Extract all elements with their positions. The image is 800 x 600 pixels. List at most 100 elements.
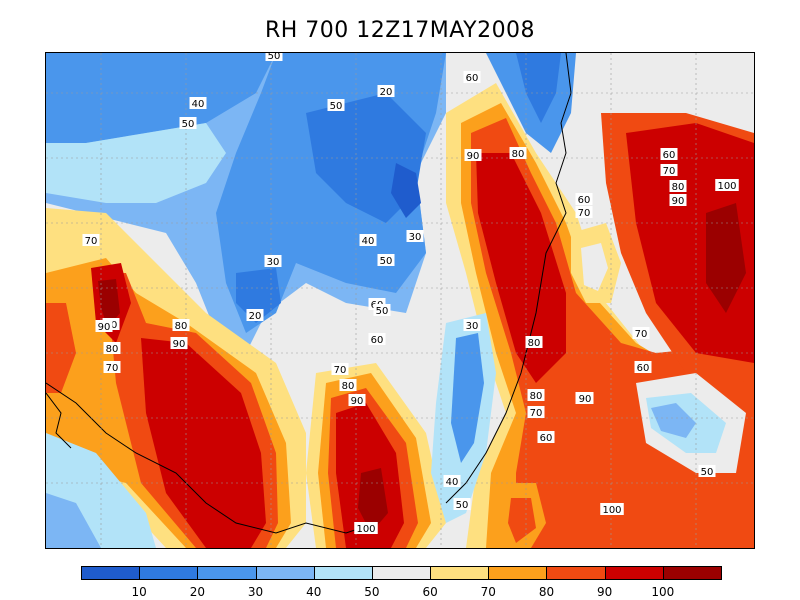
contour-label: 40	[443, 475, 461, 488]
svg-text:20: 20	[249, 311, 262, 322]
contour-label: 30	[463, 319, 481, 332]
rh-region-far-east-max	[706, 203, 746, 313]
contour-label: 70	[331, 363, 349, 376]
colorbar-swatch	[139, 566, 199, 580]
contour-label: 50	[265, 53, 283, 62]
svg-text:50: 50	[701, 467, 714, 478]
contour-label: 30	[264, 255, 282, 268]
svg-text:60: 60	[466, 73, 479, 84]
svg-text:60: 60	[578, 195, 591, 206]
contour-label: 80	[527, 389, 545, 402]
contour-label: 60	[634, 361, 652, 374]
svg-text:30: 30	[466, 321, 479, 332]
contour-label: 20	[246, 309, 264, 322]
svg-text:80: 80	[530, 391, 543, 402]
contour-label: 50	[377, 254, 395, 267]
contour-labels: 50 40 50 20 60 50 90 80 60 70 80 100 90 60 70 30 40 30 50 7…	[82, 53, 739, 535]
svg-text:30: 30	[267, 257, 280, 268]
colorbar-tick-label: 50	[364, 585, 380, 599]
contour-label: 90	[95, 320, 113, 333]
colorbar-tick-label: 30	[247, 585, 264, 599]
contour-label: 90	[464, 149, 482, 162]
svg-text:60: 60	[637, 363, 650, 374]
map-gridlines	[46, 53, 754, 548]
svg-text:60: 60	[540, 433, 553, 444]
svg-text:80: 80	[106, 344, 119, 355]
colorbar-tick-label: 60	[422, 585, 438, 599]
colorbar-tick-label: 80	[538, 585, 555, 599]
colorbar-swatch	[371, 566, 432, 580]
contour-label: 70	[660, 164, 678, 177]
colorbar-tick-label: 90	[596, 585, 613, 599]
rh-region-southwest-corner-dry-core	[46, 493, 101, 548]
colorbar-swatch	[488, 566, 548, 580]
svg-text:70: 70	[663, 166, 676, 177]
rh-contour-map: 50 40 50 20 60 50 90 80 60 70 80 100 90 60 70 30 40 30 50 7…	[45, 52, 755, 549]
svg-text:40: 40	[192, 99, 205, 110]
svg-text:90: 90	[351, 396, 364, 407]
contour-label: 20	[377, 85, 395, 98]
svg-text:40: 40	[362, 236, 375, 247]
svg-text:50: 50	[376, 306, 389, 317]
svg-text:80: 80	[528, 338, 541, 349]
colorbar-swatch	[255, 566, 315, 580]
contour-label: 90	[576, 392, 594, 405]
rh-region-west-moist-pocket-max	[98, 279, 120, 328]
rh-region-central-core	[391, 163, 421, 218]
svg-text:80: 80	[175, 321, 188, 332]
svg-text:60: 60	[663, 150, 676, 161]
contour-label: 80	[172, 319, 190, 332]
contour-label: 70	[527, 406, 545, 419]
svg-text:80: 80	[672, 182, 685, 193]
contour-label: 70	[103, 361, 121, 374]
contour-label: 70	[632, 327, 650, 340]
svg-text:100: 100	[717, 181, 736, 192]
colorbar-swatch	[197, 566, 257, 580]
colorbar-tick-label: 20	[189, 585, 205, 599]
svg-text:90: 90	[579, 394, 592, 405]
colorbar-tick-label: 10	[131, 585, 147, 599]
contour-label: 50	[453, 498, 471, 511]
svg-text:60: 60	[371, 335, 384, 346]
rh-region-southeast-dry-core	[651, 403, 696, 438]
rh-region-southwest-moist-core	[141, 338, 266, 548]
contour-label: 30	[406, 230, 424, 243]
svg-text:40: 40	[446, 477, 459, 488]
rh-region-west-edge-moist	[46, 303, 76, 393]
colorbar-swatch	[313, 566, 373, 580]
contour-label: 80	[509, 147, 527, 160]
contour-label: 90	[669, 194, 687, 207]
svg-text:90: 90	[173, 339, 186, 350]
rh-region-southeast-bottom-core	[508, 498, 536, 543]
svg-text:30: 30	[409, 232, 422, 243]
colorbar-swatch	[546, 566, 606, 580]
rh-region-west-mid	[46, 123, 226, 203]
colorbar-tick-label: 40	[306, 585, 322, 599]
contour-label: 80	[103, 342, 121, 355]
rh-region-south-center-dry-core	[451, 333, 484, 463]
map-title: RH 700 12Z17MAY2008	[264, 18, 536, 43]
contour-label: 60	[575, 193, 593, 206]
colorbar-tick-label: 70	[480, 585, 496, 599]
rh-region-east-moist-core	[476, 153, 566, 383]
svg-text:50: 50	[456, 500, 469, 511]
svg-text:70: 70	[106, 363, 119, 374]
svg-text:70: 70	[530, 408, 543, 419]
contour-label: 100	[600, 503, 624, 516]
colorbar	[81, 566, 722, 582]
svg-text:100: 100	[356, 524, 375, 535]
contour-label: 50	[327, 99, 345, 112]
contour-label: 50	[373, 304, 391, 317]
rh-region-south-moist-max	[358, 468, 388, 533]
rh-region-north-very-dry	[516, 53, 561, 123]
rh-region-east-dry-pocket-inner	[581, 243, 608, 291]
contour-label: 80	[669, 180, 687, 193]
colorbar-swatch	[662, 566, 722, 580]
coastline-east	[445, 53, 572, 504]
contour-label: 80	[339, 379, 357, 392]
svg-text:80: 80	[512, 149, 525, 160]
svg-text:50: 50	[268, 53, 281, 62]
contour-label: 60	[660, 148, 678, 161]
colorbar-swatch	[430, 566, 490, 580]
contour-label: 50	[179, 117, 197, 130]
